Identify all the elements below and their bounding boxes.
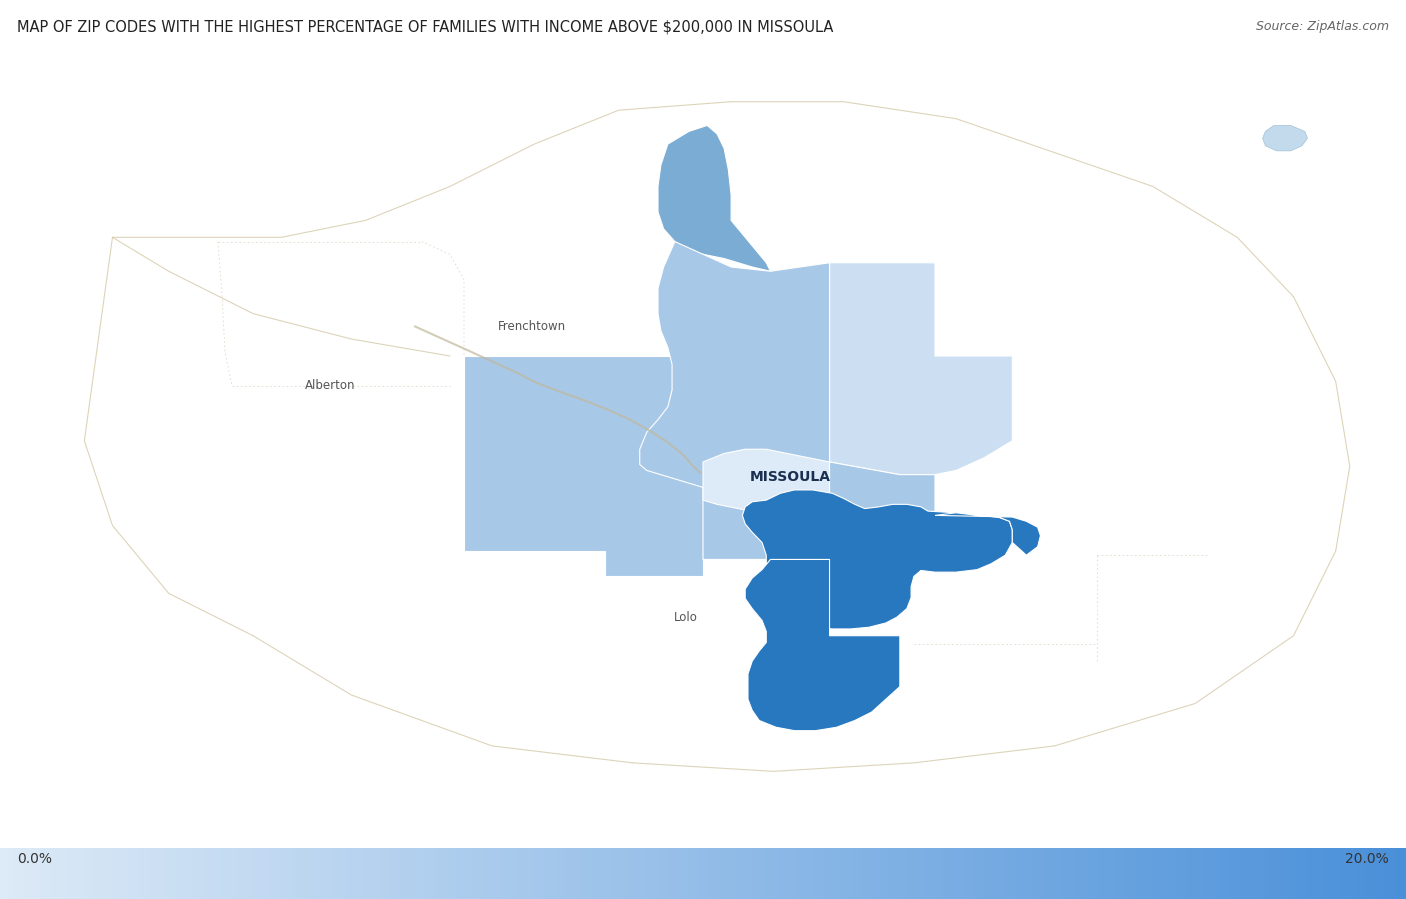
Text: 20.0%: 20.0% [1346,852,1389,867]
Polygon shape [640,242,935,559]
Text: Lolo: Lolo [675,610,697,624]
Text: MAP OF ZIP CODES WITH THE HIGHEST PERCENTAGE OF FAMILIES WITH INCOME ABOVE $200,: MAP OF ZIP CODES WITH THE HIGHEST PERCEN… [17,20,834,35]
Text: Alberton: Alberton [305,379,356,392]
Polygon shape [703,450,830,517]
Polygon shape [658,126,770,271]
Text: 0.0%: 0.0% [17,852,52,867]
Text: Frenchtown: Frenchtown [498,320,565,333]
Polygon shape [464,356,703,576]
Polygon shape [742,490,1012,629]
Polygon shape [830,263,1012,475]
Text: MISSOULA: MISSOULA [749,470,831,485]
Polygon shape [1263,126,1308,151]
Polygon shape [745,559,900,731]
Polygon shape [935,512,1040,556]
Text: Source: ZipAtlas.com: Source: ZipAtlas.com [1256,20,1389,32]
